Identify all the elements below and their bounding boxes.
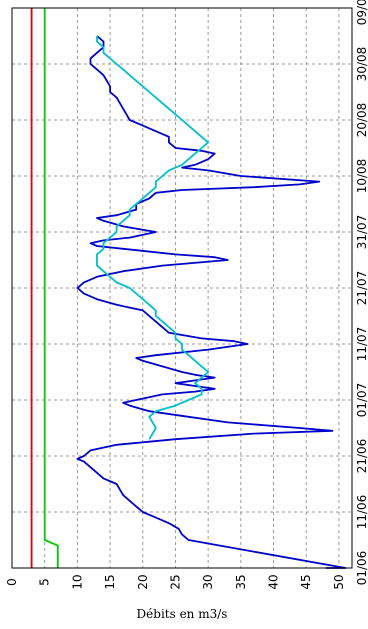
date-tick-label: 09/09 [355, 0, 368, 25]
date-tick-label: 21/06 [355, 439, 368, 474]
chart-series [30, 8, 347, 569]
value-tick-label: 50 [332, 574, 346, 589]
tick-labels: 0 5 10 15 20 25 30 35 40 45 50 01/06 11/06 21/06 01/07… [5, 0, 368, 590]
date-tick-label: 11/07 [355, 327, 368, 362]
date-tick-label: 10/08 [355, 159, 368, 194]
date-tick-label: 11/06 [355, 495, 368, 530]
date-tick-label: 30/08 [355, 47, 368, 82]
date-tick-label: 01/07 [355, 383, 368, 418]
date-tick-label: 20/08 [355, 103, 368, 138]
value-tick-label: 5 [38, 578, 52, 586]
value-tick-label: 10 [70, 574, 84, 589]
grid-lines [12, 8, 352, 568]
value-tick-label: 20 [136, 574, 150, 589]
value-tick-label: 15 [103, 574, 117, 589]
date-tick-label: 31/07 [355, 215, 368, 250]
value-tick-label: 40 [267, 574, 281, 589]
date-tick-label: 01/06 [355, 551, 368, 586]
series-line-1 [76, 35, 347, 569]
value-tick-label: 30 [201, 574, 215, 589]
series-line-3 [43, 8, 59, 568]
value-tick-label: 0 [5, 578, 19, 586]
date-tick-label: 21/07 [355, 271, 368, 306]
value-tick-label: 45 [299, 574, 313, 589]
y-axis-label: Débits en m3/s [137, 607, 228, 621]
series-line-2 [96, 36, 210, 440]
value-tick-label: 25 [168, 574, 182, 589]
value-tick-label: 35 [234, 574, 248, 589]
plot-frame [11, 7, 353, 569]
